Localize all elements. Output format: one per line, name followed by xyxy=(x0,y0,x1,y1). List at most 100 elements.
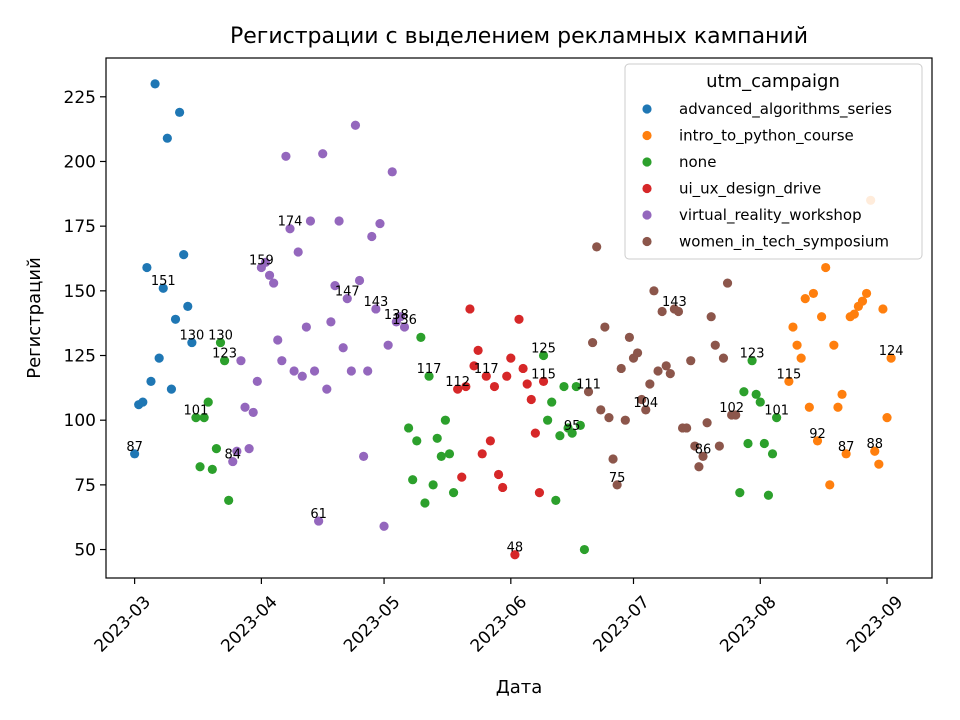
data-point xyxy=(199,413,209,423)
data-point xyxy=(596,405,606,415)
data-point xyxy=(326,317,336,327)
data-point xyxy=(538,376,549,386)
data-point xyxy=(510,550,520,560)
data-point xyxy=(722,278,733,288)
data-point xyxy=(612,480,622,490)
data-point xyxy=(138,397,148,407)
chart-title: Регистрации с выделением рекламных кампа… xyxy=(230,24,808,49)
data-point xyxy=(424,371,434,381)
point-annotation: 102 xyxy=(719,401,744,416)
data-point xyxy=(187,337,197,348)
data-point xyxy=(281,151,291,161)
data-point xyxy=(146,376,156,386)
point-annotation: 123 xyxy=(212,347,237,362)
data-point xyxy=(395,312,406,322)
data-point xyxy=(354,275,365,286)
data-point xyxy=(588,337,598,348)
point-annotation: 130 xyxy=(208,329,233,344)
data-point xyxy=(215,337,226,348)
data-point xyxy=(342,293,352,304)
legend-label: intro_to_python_course xyxy=(679,127,854,146)
point-annotation: 86 xyxy=(695,442,712,457)
data-point xyxy=(861,288,872,299)
data-point xyxy=(514,314,524,324)
data-point xyxy=(260,257,271,267)
y-tick-label: 175 xyxy=(64,217,96,237)
series-women_in_tech_symposium xyxy=(583,242,741,490)
data-point xyxy=(624,332,635,343)
data-point xyxy=(289,366,299,376)
data-point xyxy=(739,387,749,397)
point-annotation: 124 xyxy=(879,344,904,359)
data-point xyxy=(162,133,172,143)
data-point xyxy=(334,216,344,226)
data-point xyxy=(772,413,782,423)
data-point xyxy=(166,384,177,394)
data-point xyxy=(309,366,320,376)
data-point xyxy=(195,462,205,472)
data-point xyxy=(330,281,340,291)
data-point xyxy=(518,363,528,374)
data-point xyxy=(367,231,377,242)
data-point xyxy=(428,480,438,490)
data-point xyxy=(387,167,397,177)
data-point xyxy=(224,495,234,505)
data-point xyxy=(706,312,716,322)
data-point xyxy=(759,438,769,449)
data-point xyxy=(686,356,696,366)
data-point xyxy=(502,371,512,381)
data-point xyxy=(219,356,230,366)
data-point xyxy=(493,469,504,480)
annotations: 87 151 130 115 92 87 88 124 101 130 123 117 125 95 123… xyxy=(126,215,903,556)
point-annotation: 88 xyxy=(866,437,883,452)
point-annotation: 84 xyxy=(224,448,241,463)
data-point xyxy=(673,306,684,317)
data-point xyxy=(448,488,459,498)
data-point xyxy=(485,436,495,446)
point-annotation: 117 xyxy=(417,362,442,377)
y-axis: 50 75 100 125 150 175 200 225 xyxy=(64,88,106,561)
series-intro_to_python_course xyxy=(784,195,896,490)
data-point xyxy=(874,459,884,469)
legend: utm_campaign advanced_algorithms_seriesi… xyxy=(624,63,923,260)
data-point xyxy=(252,376,262,386)
legend-marker xyxy=(642,104,652,114)
legend-label: none xyxy=(679,153,716,171)
point-annotation: 138 xyxy=(384,308,409,323)
data-point xyxy=(277,356,287,366)
x-axis-title: Дата xyxy=(496,677,543,698)
data-point xyxy=(473,345,483,355)
legend-frame xyxy=(624,63,923,260)
data-point xyxy=(359,451,369,462)
data-point xyxy=(583,387,594,397)
data-point xyxy=(183,301,193,311)
data-point xyxy=(657,306,667,317)
data-point xyxy=(698,451,708,462)
series-advanced_algorithms_series xyxy=(130,79,197,459)
point-annotation: 159 xyxy=(249,254,274,269)
point-annotation: 48 xyxy=(507,541,524,556)
data-point xyxy=(702,418,712,428)
data-point xyxy=(498,482,508,493)
data-point xyxy=(420,498,430,508)
data-point xyxy=(812,436,823,446)
data-point xyxy=(297,371,307,381)
point-annotation: 130 xyxy=(179,329,204,344)
data-point xyxy=(211,444,222,454)
data-point xyxy=(579,544,590,555)
data-point xyxy=(747,356,757,366)
data-point xyxy=(767,449,778,459)
data-point xyxy=(207,464,217,474)
data-point xyxy=(240,402,250,412)
data-point xyxy=(440,415,450,425)
data-point xyxy=(878,304,888,314)
data-point xyxy=(604,413,614,423)
data-point xyxy=(559,381,569,392)
data-point xyxy=(821,262,831,273)
data-point xyxy=(796,353,806,363)
y-tick-label: 225 xyxy=(64,88,96,108)
legend-label: ui_ux_design_drive xyxy=(679,180,821,199)
data-point xyxy=(477,449,487,459)
point-annotation: 111 xyxy=(576,378,601,393)
